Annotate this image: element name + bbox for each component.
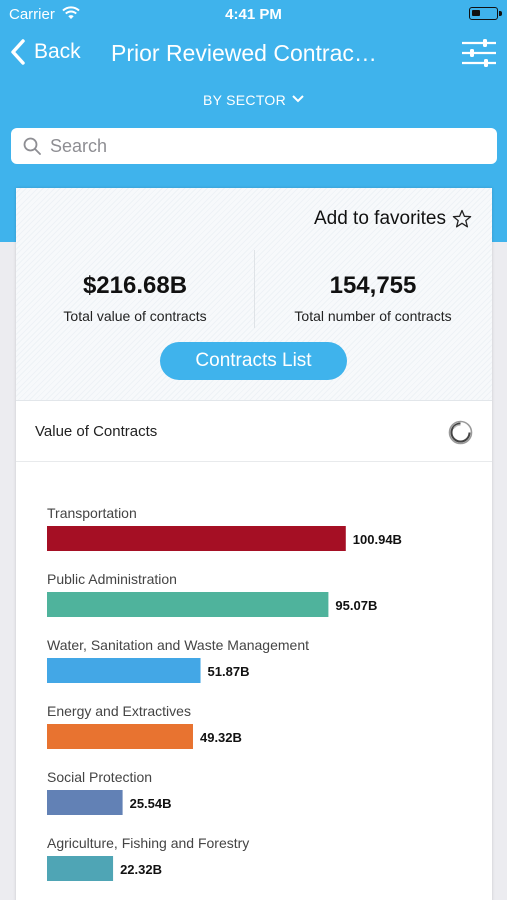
total-count-label: Total number of contracts bbox=[294, 308, 452, 324]
bar[interactable] bbox=[47, 856, 114, 881]
battery-icon bbox=[469, 7, 502, 20]
bar-category-label: Water, Sanitation and Waste Management bbox=[47, 637, 309, 653]
search-icon bbox=[23, 137, 41, 155]
chevron-left-icon bbox=[11, 39, 25, 65]
bar[interactable] bbox=[47, 790, 123, 815]
loading-spinner-icon[interactable] bbox=[448, 420, 473, 445]
bar[interactable] bbox=[47, 658, 201, 683]
carrier-label: Carrier bbox=[9, 6, 55, 23]
bar-value-label: 51.87B bbox=[208, 664, 250, 679]
bar-value-label: 49.32B bbox=[200, 730, 242, 745]
contracts-card: Add to favorites $216.68B Total value of… bbox=[16, 188, 492, 900]
status-bar: Carrier 4:41 PM bbox=[0, 0, 507, 28]
value-of-contracts-header: Value of Contracts bbox=[16, 401, 492, 462]
total-count: 154,755 bbox=[329, 272, 417, 299]
bar-category-label: Public Administration bbox=[47, 571, 177, 587]
section-title: Value of Contracts bbox=[35, 423, 158, 440]
value-of-contracts-chart: Transportation 100.94B Public Administrati… bbox=[47, 505, 402, 881]
bar-value-label: 95.07B bbox=[335, 598, 377, 613]
back-button[interactable]: Back bbox=[10, 36, 81, 68]
total-value-stat: $216.68B Total value of contracts bbox=[16, 272, 254, 324]
total-value: $216.68B bbox=[82, 272, 188, 299]
total-value-label: Total value of contracts bbox=[63, 308, 207, 324]
bar[interactable] bbox=[47, 592, 329, 617]
bar-value-label: 25.54B bbox=[130, 796, 172, 811]
bar[interactable] bbox=[47, 526, 346, 551]
bar-category-label: Transportation bbox=[47, 505, 137, 521]
add-to-favorites-button[interactable]: Add to favorites bbox=[314, 208, 472, 230]
clock: 4:41 PM bbox=[225, 6, 282, 23]
bar-value-label: 22.32B bbox=[120, 862, 162, 877]
bar-value-label: 100.94B bbox=[353, 532, 402, 547]
favorites-label: Add to favorites bbox=[313, 208, 446, 229]
search-bar[interactable] bbox=[11, 128, 497, 164]
wifi-icon bbox=[62, 6, 80, 19]
page-title: Prior Reviewed Contrac… bbox=[111, 40, 377, 66]
contracts-list-button[interactable]: Contracts List bbox=[160, 342, 347, 380]
bar-category-label: Agriculture, Fishing and Forestry bbox=[47, 835, 249, 851]
bar-category-label: Social Protection bbox=[47, 769, 152, 785]
bar-category-label: Energy and Extractives bbox=[47, 703, 191, 719]
back-label: Back bbox=[34, 40, 81, 63]
summary-panel: Add to favorites $216.68B Total value of… bbox=[16, 188, 492, 401]
sector-dropdown[interactable]: BY SECTOR bbox=[0, 92, 507, 108]
bar[interactable] bbox=[47, 724, 193, 749]
sector-dropdown-label: BY SECTOR bbox=[202, 92, 287, 108]
filter-sliders-icon[interactable] bbox=[461, 38, 497, 68]
star-icon bbox=[452, 209, 472, 228]
total-count-stat: 154,755 Total number of contracts bbox=[254, 272, 492, 324]
stat-divider bbox=[254, 250, 255, 328]
chevron-down-icon bbox=[292, 95, 304, 103]
search-input[interactable] bbox=[50, 135, 480, 157]
